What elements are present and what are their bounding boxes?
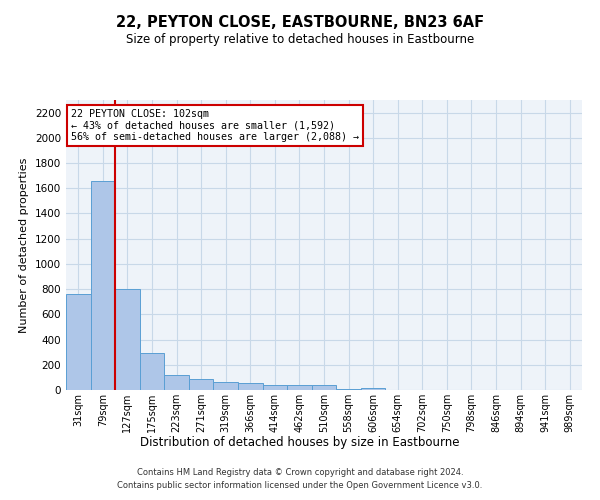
Bar xyxy=(287,385,312,390)
Bar xyxy=(164,375,189,390)
Text: Distribution of detached houses by size in Eastbourne: Distribution of detached houses by size … xyxy=(140,436,460,449)
Bar xyxy=(115,289,140,390)
Text: 22 PEYTON CLOSE: 102sqm
← 43% of detached houses are smaller (1,592)
56% of semi: 22 PEYTON CLOSE: 102sqm ← 43% of detache… xyxy=(71,108,359,142)
Bar xyxy=(312,386,336,390)
Bar xyxy=(361,388,385,390)
Text: Contains HM Land Registry data © Crown copyright and database right 2024.: Contains HM Land Registry data © Crown c… xyxy=(137,468,463,477)
Bar xyxy=(140,354,164,390)
Bar xyxy=(214,382,238,390)
Bar xyxy=(91,180,115,390)
Bar xyxy=(263,384,287,390)
Y-axis label: Number of detached properties: Number of detached properties xyxy=(19,158,29,332)
Text: Contains public sector information licensed under the Open Government Licence v3: Contains public sector information licen… xyxy=(118,480,482,490)
Bar xyxy=(189,380,214,390)
Bar xyxy=(238,383,263,390)
Bar xyxy=(66,294,91,390)
Text: 22, PEYTON CLOSE, EASTBOURNE, BN23 6AF: 22, PEYTON CLOSE, EASTBOURNE, BN23 6AF xyxy=(116,15,484,30)
Text: Size of property relative to detached houses in Eastbourne: Size of property relative to detached ho… xyxy=(126,32,474,46)
